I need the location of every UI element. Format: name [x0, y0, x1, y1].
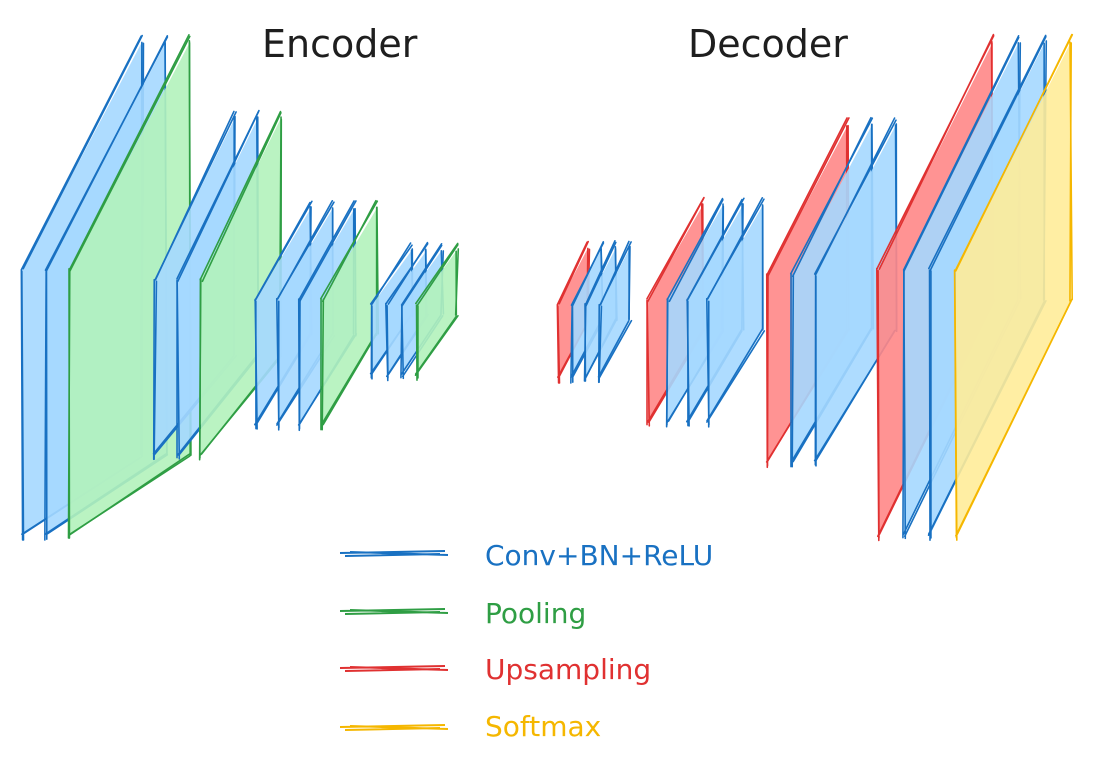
pool-layer-fill — [322, 208, 377, 425]
legend-item-softmax: Softmax — [339, 710, 601, 743]
legend-swatch-conv — [339, 550, 449, 557]
legend-item-up: Upsampling — [339, 653, 651, 686]
legend-swatch-pool — [339, 608, 449, 615]
legend-label-softmax: Softmax — [485, 710, 601, 743]
legend-swatch-softmax — [339, 724, 449, 731]
encoder-block-4 — [369, 241, 460, 382]
encoder-layers — [20, 34, 460, 541]
conv-layer-fill — [708, 205, 763, 422]
legend-label-conv: Conv+BN+ReLU — [485, 539, 713, 572]
legend: Conv+BN+ReLU Pooling Upsampling Softmax — [339, 539, 713, 743]
decoder-layers — [556, 33, 1074, 542]
softmax-layer-outline — [953, 33, 1073, 541]
legend-item-pool: Pooling — [339, 597, 586, 630]
encoder-block-3 — [253, 199, 380, 432]
conv-layer-fill — [600, 248, 630, 378]
legend-swatch-up — [339, 665, 449, 672]
conv-layer-outline — [597, 241, 632, 384]
pool-layer-outline — [198, 110, 283, 461]
conv-layer-outline — [813, 119, 898, 467]
legend-item-conv: Conv+BN+ReLU — [339, 539, 713, 572]
pool-layer-outline — [321, 199, 380, 431]
decoder-block-1 — [556, 240, 633, 384]
encoder-title: Encoder — [262, 22, 418, 66]
decoder-block-4 — [876, 33, 1074, 542]
pool-layer-fill — [417, 250, 457, 375]
decoder-block-3 — [765, 116, 898, 469]
conv-layer-outline — [706, 196, 766, 428]
pool-layer-outline — [414, 242, 459, 379]
legend-label-pool: Pooling — [485, 597, 586, 630]
decoder-title: Decoder — [688, 22, 848, 66]
softmax-layer-fill — [956, 42, 1071, 535]
decoder-block-2 — [646, 196, 766, 428]
legend-label-up: Upsampling — [485, 653, 651, 686]
conv-layer-fill — [816, 125, 896, 462]
